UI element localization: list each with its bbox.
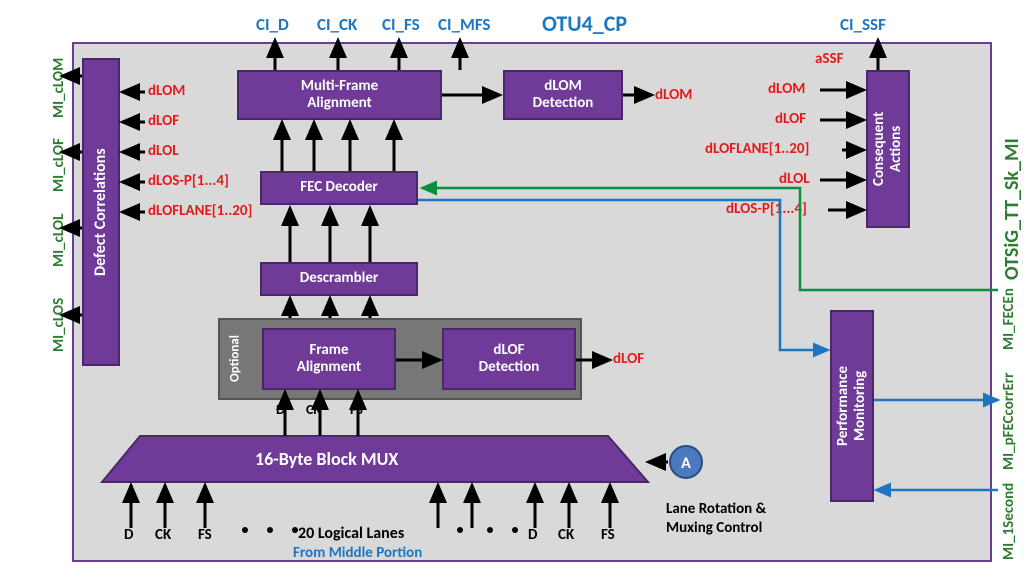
label-otsig: OTSiG_TT_Sk_MI <box>1000 40 1024 280</box>
label-fs-left: FS <box>198 526 212 544</box>
label-mi-clol: MI_cLOL <box>50 195 68 267</box>
block-fec-decoder: FEC Decoder <box>260 171 418 205</box>
label-ck-right: CK <box>558 526 574 544</box>
label-dlosp-right: dLOS-P[1...4] <box>726 200 807 218</box>
label-from-middle: From Middle Portion <box>293 544 422 562</box>
label-optional: Optional <box>221 320 251 398</box>
label-d-fa: D <box>276 401 285 418</box>
label-fs-right: FS <box>601 526 615 544</box>
label-mi-clof: MI_cLOF <box>50 120 68 192</box>
label-dlol-right: dLOL <box>779 170 810 188</box>
block-mux-label: 16-Byte Block MUX <box>255 448 398 470</box>
label-dloflane-right: dLOFLANE[1..20] <box>705 140 809 158</box>
label-dlof-left: dLOF <box>148 112 179 130</box>
label-dlom-right: dLOM <box>768 80 805 98</box>
label-dlosp-left: dLOS-P[1...4] <box>148 172 229 190</box>
label-ci-ssf: CI_SSF <box>840 14 886 35</box>
label-ci-d: CI_D <box>256 14 289 35</box>
label-mi-fecen: MI_FECEn <box>1000 280 1018 350</box>
label-d-left: D <box>124 526 133 544</box>
label-ck-left: CK <box>155 526 171 544</box>
label-mi-clom: MI_cLOM <box>50 40 68 118</box>
label-d-right: D <box>528 526 537 544</box>
label-dloflane-left: dLOFLANE[1..20] <box>148 202 252 220</box>
label-ci-mfs: CI_MFS <box>438 14 490 35</box>
block-defect-correlations: Defect Correlations <box>82 58 120 366</box>
label-dlom-center: dLOM <box>655 86 692 104</box>
svg-text:A: A <box>681 454 691 473</box>
block-performance-monitoring: Performance Monitoring <box>830 310 874 502</box>
label-otu4-cp: OTU4_CP <box>542 10 627 37</box>
label-dlof-right: dLOF <box>775 110 806 128</box>
label-lane-rotation: Lane Rotation & Muxing Control <box>666 500 766 538</box>
label-mi-clos: MI_cLOS <box>50 280 68 352</box>
label-dlol-left: dLOL <box>148 142 179 160</box>
label-mi-pfec: MI_pFECcorrErr <box>1000 360 1018 470</box>
label-ck-fa: CK <box>306 401 321 418</box>
block-dlof-detection: dLOF Detection <box>442 328 576 390</box>
block-multi-frame: Multi-Frame Alignment <box>237 70 442 120</box>
block-frame-alignment: Frame Alignment <box>262 328 396 390</box>
label-ci-fs: CI_FS <box>382 14 420 35</box>
label-ci-ck: CI_CK <box>317 14 357 35</box>
label-dlom-left: dLOM <box>148 82 185 100</box>
label-dlof-center: dLOF <box>613 350 644 368</box>
block-descrambler: Descrambler <box>260 262 418 296</box>
label-assf: aSSF <box>815 50 843 68</box>
label-logical-lanes: 20 Logical Lanes <box>298 524 404 543</box>
label-fs-fa: FS <box>350 401 363 418</box>
label-mi-1s: MI_1Second <box>1000 480 1018 560</box>
marker-a: A <box>668 444 704 480</box>
block-consequent-actions: Consequent Actions <box>866 70 910 228</box>
block-dlom-detection: dLOM Detection <box>503 70 623 120</box>
